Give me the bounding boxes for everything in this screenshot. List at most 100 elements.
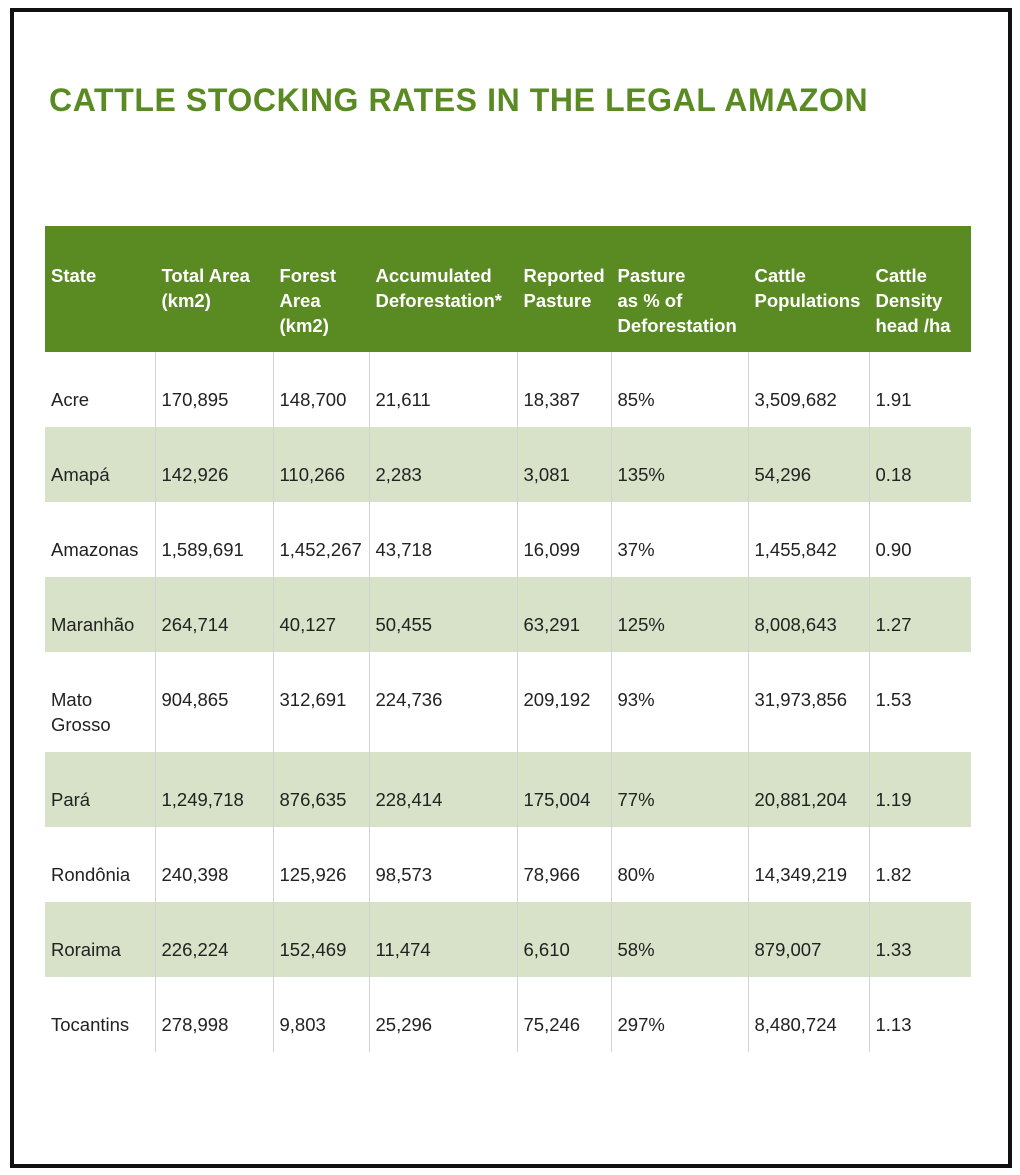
- column-header-line: Total Area: [161, 265, 250, 286]
- cell-pasture-pct: 297%: [610, 977, 748, 1052]
- cell-accumulated-deforestation: 98,573: [368, 827, 517, 902]
- cell-accumulated-deforestation: 11,474: [368, 902, 517, 977]
- cell-pasture-pct: 58%: [610, 902, 748, 977]
- cell-state: Pará: [45, 752, 155, 827]
- cell-pasture-pct: 77%: [610, 752, 748, 827]
- cell-total-area: 1,589,691: [154, 502, 273, 577]
- cell-state: Acre: [51, 389, 90, 410]
- cell-total-area: 904,865: [154, 652, 273, 752]
- cell-state: Amazonas: [51, 539, 139, 560]
- column-header-line: Accumulated: [375, 265, 492, 286]
- cell-reported-pasture: 6,610: [516, 902, 611, 977]
- column-header-total-area: Total Area (km2): [154, 226, 273, 352]
- column-header-cattle-density: Cattle Density head /ha: [868, 226, 971, 352]
- column-header-line: Cattle: [754, 265, 806, 286]
- cell-cattle-density: 1.82: [868, 827, 971, 902]
- cell-total-area: 142,926: [154, 427, 273, 502]
- cell-accumulated-deforestation: 43,718: [368, 502, 517, 577]
- table-row: Roraima 226,224 152,469 11,474 6,610 58% 879,0…: [45, 902, 971, 977]
- cell-cattle-populations: 14,349,219: [747, 827, 869, 902]
- cell-total-area: 1,249,718: [154, 752, 273, 827]
- cell-cattle-populations: 8,008,643: [747, 577, 869, 652]
- cell-cattle-density: 1.53: [868, 652, 971, 752]
- cell-cattle-populations: 54,296: [747, 427, 869, 502]
- column-header-line: Reported: [523, 265, 605, 286]
- cell-reported-pasture: 78,966: [516, 827, 611, 902]
- column-header-forest-area: Forest Area (km2): [272, 226, 369, 352]
- cell-reported-pasture: 63,291: [516, 577, 611, 652]
- column-header-accumulated-deforestation: Accumulated Deforestation*: [368, 226, 517, 352]
- cell-cattle-density: 0.18: [868, 427, 971, 502]
- cell-reported-pasture: 175,004: [516, 752, 611, 827]
- cell-cattle-density: 0.90: [868, 502, 971, 577]
- cell-reported-pasture: 75,246: [516, 977, 611, 1052]
- column-header-line: Forest: [279, 265, 337, 286]
- cattle-stocking-table: State Total Area (km2) Forest Area (km2) Accum…: [45, 226, 971, 1052]
- table-row: Maranhão 264,714 40,127 50,455 63,291 125% 8,0…: [45, 577, 971, 652]
- cell-accumulated-deforestation: 228,414: [368, 752, 517, 827]
- cell-pasture-pct: 135%: [610, 427, 748, 502]
- column-header-line: (km2): [279, 315, 329, 336]
- cell-pasture-pct: 37%: [610, 502, 748, 577]
- table-row: Tocantins 278,998 9,803 25,296 75,246 297% 8,4…: [45, 977, 971, 1052]
- table-row: Amapá 142,926 110,266 2,283 3,081 135% 54,296 0…: [45, 427, 971, 502]
- column-header-line: Populations: [754, 290, 861, 311]
- column-header-line: Deforestation*: [375, 290, 502, 311]
- column-header-line: Area: [279, 290, 321, 311]
- column-header-line: Cattle: [875, 265, 927, 286]
- table-row: Acre 170,895 148,700 21,611 18,387 85% 3,509,6…: [45, 352, 971, 427]
- table-row: Pará 1,249,718 876,635 228,414 175,004 77% 20,…: [45, 752, 971, 827]
- cell-total-area: 278,998: [154, 977, 273, 1052]
- cell-accumulated-deforestation: 21,611: [368, 352, 517, 427]
- cell-accumulated-deforestation: 50,455: [368, 577, 517, 652]
- cell-accumulated-deforestation: 25,296: [368, 977, 517, 1052]
- cell-cattle-density: 1.27: [868, 577, 971, 652]
- column-header-state: State: [45, 226, 155, 352]
- cell-state: Roraima: [45, 902, 155, 977]
- table-row: Mato Grosso 904,865 312,691 224,736 209,192 93…: [45, 652, 971, 752]
- column-header-line: Deforestation: [617, 315, 737, 336]
- cell-cattle-density: 1.33: [868, 902, 971, 977]
- cell-cattle-populations: 31,973,856: [747, 652, 869, 752]
- cell-state: Maranhão: [45, 577, 155, 652]
- table-row: Amazonas 1,589,691 1,452,267 43,718 16,099 37…: [45, 502, 971, 577]
- column-header-line: State: [51, 265, 97, 286]
- cell-total-area: 226,224: [154, 902, 273, 977]
- cell-total-area: 264,714: [154, 577, 273, 652]
- column-header-reported-pasture: Reported Pasture: [516, 226, 611, 352]
- cell-reported-pasture: 18,387: [516, 352, 611, 427]
- cell-cattle-populations: 1,455,842: [747, 502, 869, 577]
- cell-reported-pasture: 209,192: [516, 652, 611, 752]
- cell-cattle-populations: 879,007: [747, 902, 869, 977]
- cell-cattle-density: 1.13: [868, 977, 971, 1052]
- cell-forest-area: 125,926: [272, 827, 369, 902]
- header-row: State Total Area (km2) Forest Area (km2) Accum…: [45, 226, 971, 352]
- cell-total-area: 170,895: [154, 352, 273, 427]
- cell-forest-area: 876,635: [272, 752, 369, 827]
- cell-forest-area: 148,700: [272, 352, 369, 427]
- cell-pasture-pct: 80%: [610, 827, 748, 902]
- column-header-line: Pasture: [523, 290, 592, 311]
- cell-cattle-populations: 3,509,682: [747, 352, 869, 427]
- column-header-pasture-pct: Pasture as % of Deforestation: [610, 226, 748, 352]
- table-body: Acre 170,895 148,700 21,611 18,387 85% 3,509,6…: [45, 352, 971, 1052]
- cell-pasture-pct: 85%: [610, 352, 748, 427]
- column-header-line: as % of: [617, 290, 683, 311]
- table-row: Rondônia 240,398 125,926 98,573 78,966 80% 14,…: [45, 827, 971, 902]
- column-header-line: head /ha: [875, 315, 951, 336]
- cell-forest-area: 110,266: [272, 427, 369, 502]
- cell-reported-pasture: 3,081: [516, 427, 611, 502]
- cell-state: Amapá: [45, 427, 155, 502]
- cell-cattle-populations: 20,881,204: [747, 752, 869, 827]
- column-header-cattle-populations: Cattle Populations: [747, 226, 869, 352]
- cell-forest-area: 152,469: [272, 902, 369, 977]
- cell-cattle-density: 1.91: [868, 352, 971, 427]
- cell-state: Mato Grosso: [51, 689, 111, 735]
- cell-reported-pasture: 16,099: [516, 502, 611, 577]
- page-title: CATTLE STOCKING RATES IN THE LEGAL AMAZO…: [49, 82, 869, 118]
- cell-state: Rondônia: [51, 864, 131, 885]
- cell-accumulated-deforestation: 224,736: [368, 652, 517, 752]
- column-header-line: (km2): [161, 290, 211, 311]
- cell-pasture-pct: 125%: [610, 577, 748, 652]
- cell-accumulated-deforestation: 2,283: [368, 427, 517, 502]
